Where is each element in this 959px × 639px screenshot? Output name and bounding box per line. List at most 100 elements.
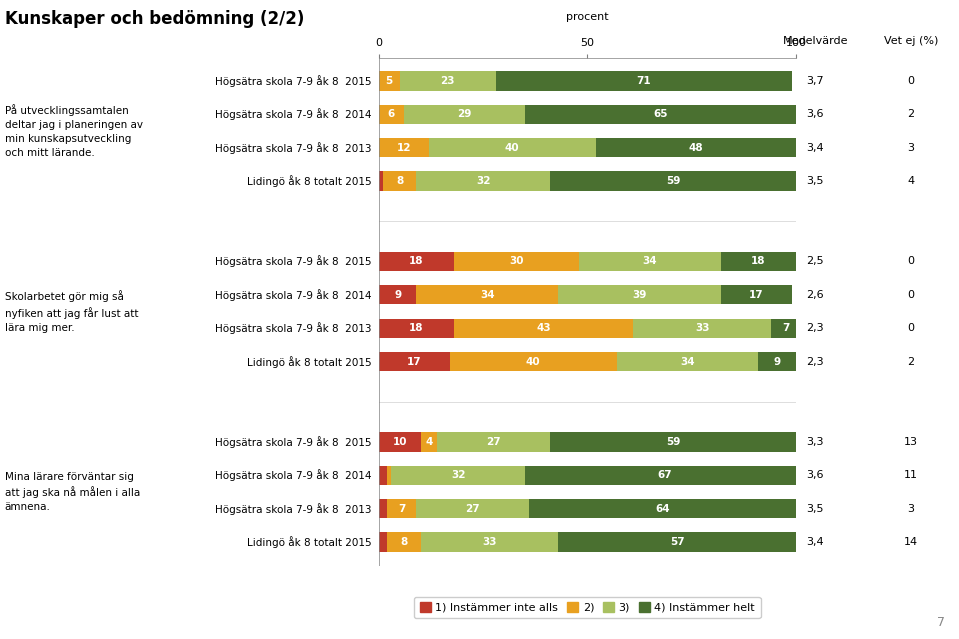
Text: Högsätra skola 7-9 åk 8  2013: Högsätra skola 7-9 åk 8 2013 [215, 142, 371, 154]
Bar [633, 318, 771, 338]
Text: 13: 13 [904, 437, 918, 447]
Text: 7: 7 [937, 617, 945, 629]
Bar [429, 138, 596, 157]
Bar [759, 352, 796, 371]
Text: 5: 5 [386, 76, 393, 86]
Bar [721, 285, 792, 305]
Bar [454, 252, 579, 271]
Text: 11: 11 [904, 470, 918, 481]
Text: 18: 18 [409, 323, 424, 333]
Bar [379, 532, 387, 552]
Bar [379, 432, 420, 452]
Text: 3: 3 [907, 504, 915, 514]
Text: 32: 32 [451, 470, 465, 481]
Bar [391, 466, 525, 485]
Text: 4: 4 [907, 176, 915, 186]
Bar [771, 318, 800, 338]
Text: 27: 27 [465, 504, 480, 514]
Bar [416, 499, 529, 518]
Text: 2,5: 2,5 [807, 256, 824, 266]
Text: Lidingö åk 8 totalt 2015: Lidingö åk 8 totalt 2015 [246, 536, 371, 548]
Bar [496, 71, 792, 91]
Bar [550, 171, 796, 191]
Text: 3,5: 3,5 [807, 176, 824, 186]
Text: Skolarbetet gör mig så
nyfiken att jag får lust att
lära mig mer.: Skolarbetet gör mig så nyfiken att jag f… [5, 290, 138, 333]
Text: 34: 34 [643, 256, 657, 266]
Text: 7: 7 [398, 504, 406, 514]
Bar [529, 499, 796, 518]
Text: 3,4: 3,4 [807, 537, 824, 547]
Text: 3,5: 3,5 [807, 504, 824, 514]
Bar [387, 499, 416, 518]
Bar [379, 285, 416, 305]
Text: 48: 48 [689, 142, 703, 153]
Text: 0: 0 [907, 76, 915, 86]
Bar [379, 105, 404, 124]
Text: 57: 57 [669, 537, 685, 547]
Text: 67: 67 [657, 470, 672, 481]
Text: 2,3: 2,3 [807, 323, 824, 333]
Text: 2,6: 2,6 [807, 290, 824, 300]
Text: 0: 0 [907, 256, 915, 266]
Bar [450, 352, 617, 371]
Text: 59: 59 [666, 176, 680, 186]
Bar [558, 532, 796, 552]
Text: procent: procent [566, 12, 609, 22]
Bar [721, 252, 796, 271]
Text: 3,6: 3,6 [807, 109, 824, 119]
Bar [420, 432, 437, 452]
Bar [416, 285, 558, 305]
Bar [416, 171, 550, 191]
Text: 3,6: 3,6 [807, 470, 824, 481]
Bar [379, 171, 383, 191]
Text: 8: 8 [396, 176, 404, 186]
Text: Vet ej (%): Vet ej (%) [884, 36, 938, 46]
Bar [400, 71, 496, 91]
Text: 3: 3 [907, 142, 915, 153]
Bar [379, 252, 454, 271]
Bar [525, 466, 805, 485]
Bar [387, 466, 391, 485]
Text: 4: 4 [425, 437, 433, 447]
Text: 9: 9 [774, 357, 781, 367]
Text: 23: 23 [440, 76, 455, 86]
Text: 43: 43 [536, 323, 550, 333]
Text: 39: 39 [632, 290, 646, 300]
Text: Högsätra skola 7-9 åk 8  2015: Högsätra skola 7-9 åk 8 2015 [215, 75, 371, 87]
Text: 2: 2 [907, 109, 915, 119]
Text: 18: 18 [409, 256, 424, 266]
Bar [379, 352, 450, 371]
Text: Högsätra skola 7-9 åk 8  2015: Högsätra skola 7-9 åk 8 2015 [215, 256, 371, 267]
Text: 32: 32 [476, 176, 490, 186]
Text: Medelvärde: Medelvärde [783, 36, 848, 46]
Text: Högsätra skola 7-9 åk 8  2014: Högsätra skola 7-9 åk 8 2014 [215, 469, 371, 481]
Text: 34: 34 [680, 357, 695, 367]
Text: 30: 30 [509, 256, 524, 266]
Text: 0: 0 [907, 290, 915, 300]
Text: Kunskaper och bedömning (2/2): Kunskaper och bedömning (2/2) [5, 10, 304, 27]
Bar [525, 105, 796, 124]
Text: 71: 71 [637, 76, 651, 86]
Bar [387, 532, 420, 552]
Text: 3,7: 3,7 [807, 76, 824, 86]
Text: Högsätra skola 7-9 åk 8  2015: Högsätra skola 7-9 åk 8 2015 [215, 436, 371, 448]
Bar [404, 105, 525, 124]
Bar [558, 285, 721, 305]
Bar [596, 138, 796, 157]
Text: 0: 0 [907, 323, 915, 333]
Text: Mina lärare förväntar sig
att jag ska nå målen i alla
ämnena.: Mina lärare förväntar sig att jag ska nå… [5, 472, 140, 512]
Bar [379, 71, 400, 91]
Text: 59: 59 [666, 437, 680, 447]
Legend: 1) Instämmer inte alls, 2), 3), 4) Instämmer helt: 1) Instämmer inte alls, 2), 3), 4) Instä… [414, 597, 760, 619]
Text: 14: 14 [904, 537, 918, 547]
Bar [550, 432, 796, 452]
Text: Högsätra skola 7-9 åk 8  2014: Högsätra skola 7-9 åk 8 2014 [215, 289, 371, 301]
Bar [420, 532, 558, 552]
Text: 17: 17 [749, 290, 763, 300]
Text: 2,3: 2,3 [807, 357, 824, 367]
Text: 17: 17 [407, 357, 422, 367]
Text: 7: 7 [782, 323, 789, 333]
Bar [379, 466, 387, 485]
Text: 9: 9 [394, 290, 401, 300]
Text: 33: 33 [482, 537, 497, 547]
